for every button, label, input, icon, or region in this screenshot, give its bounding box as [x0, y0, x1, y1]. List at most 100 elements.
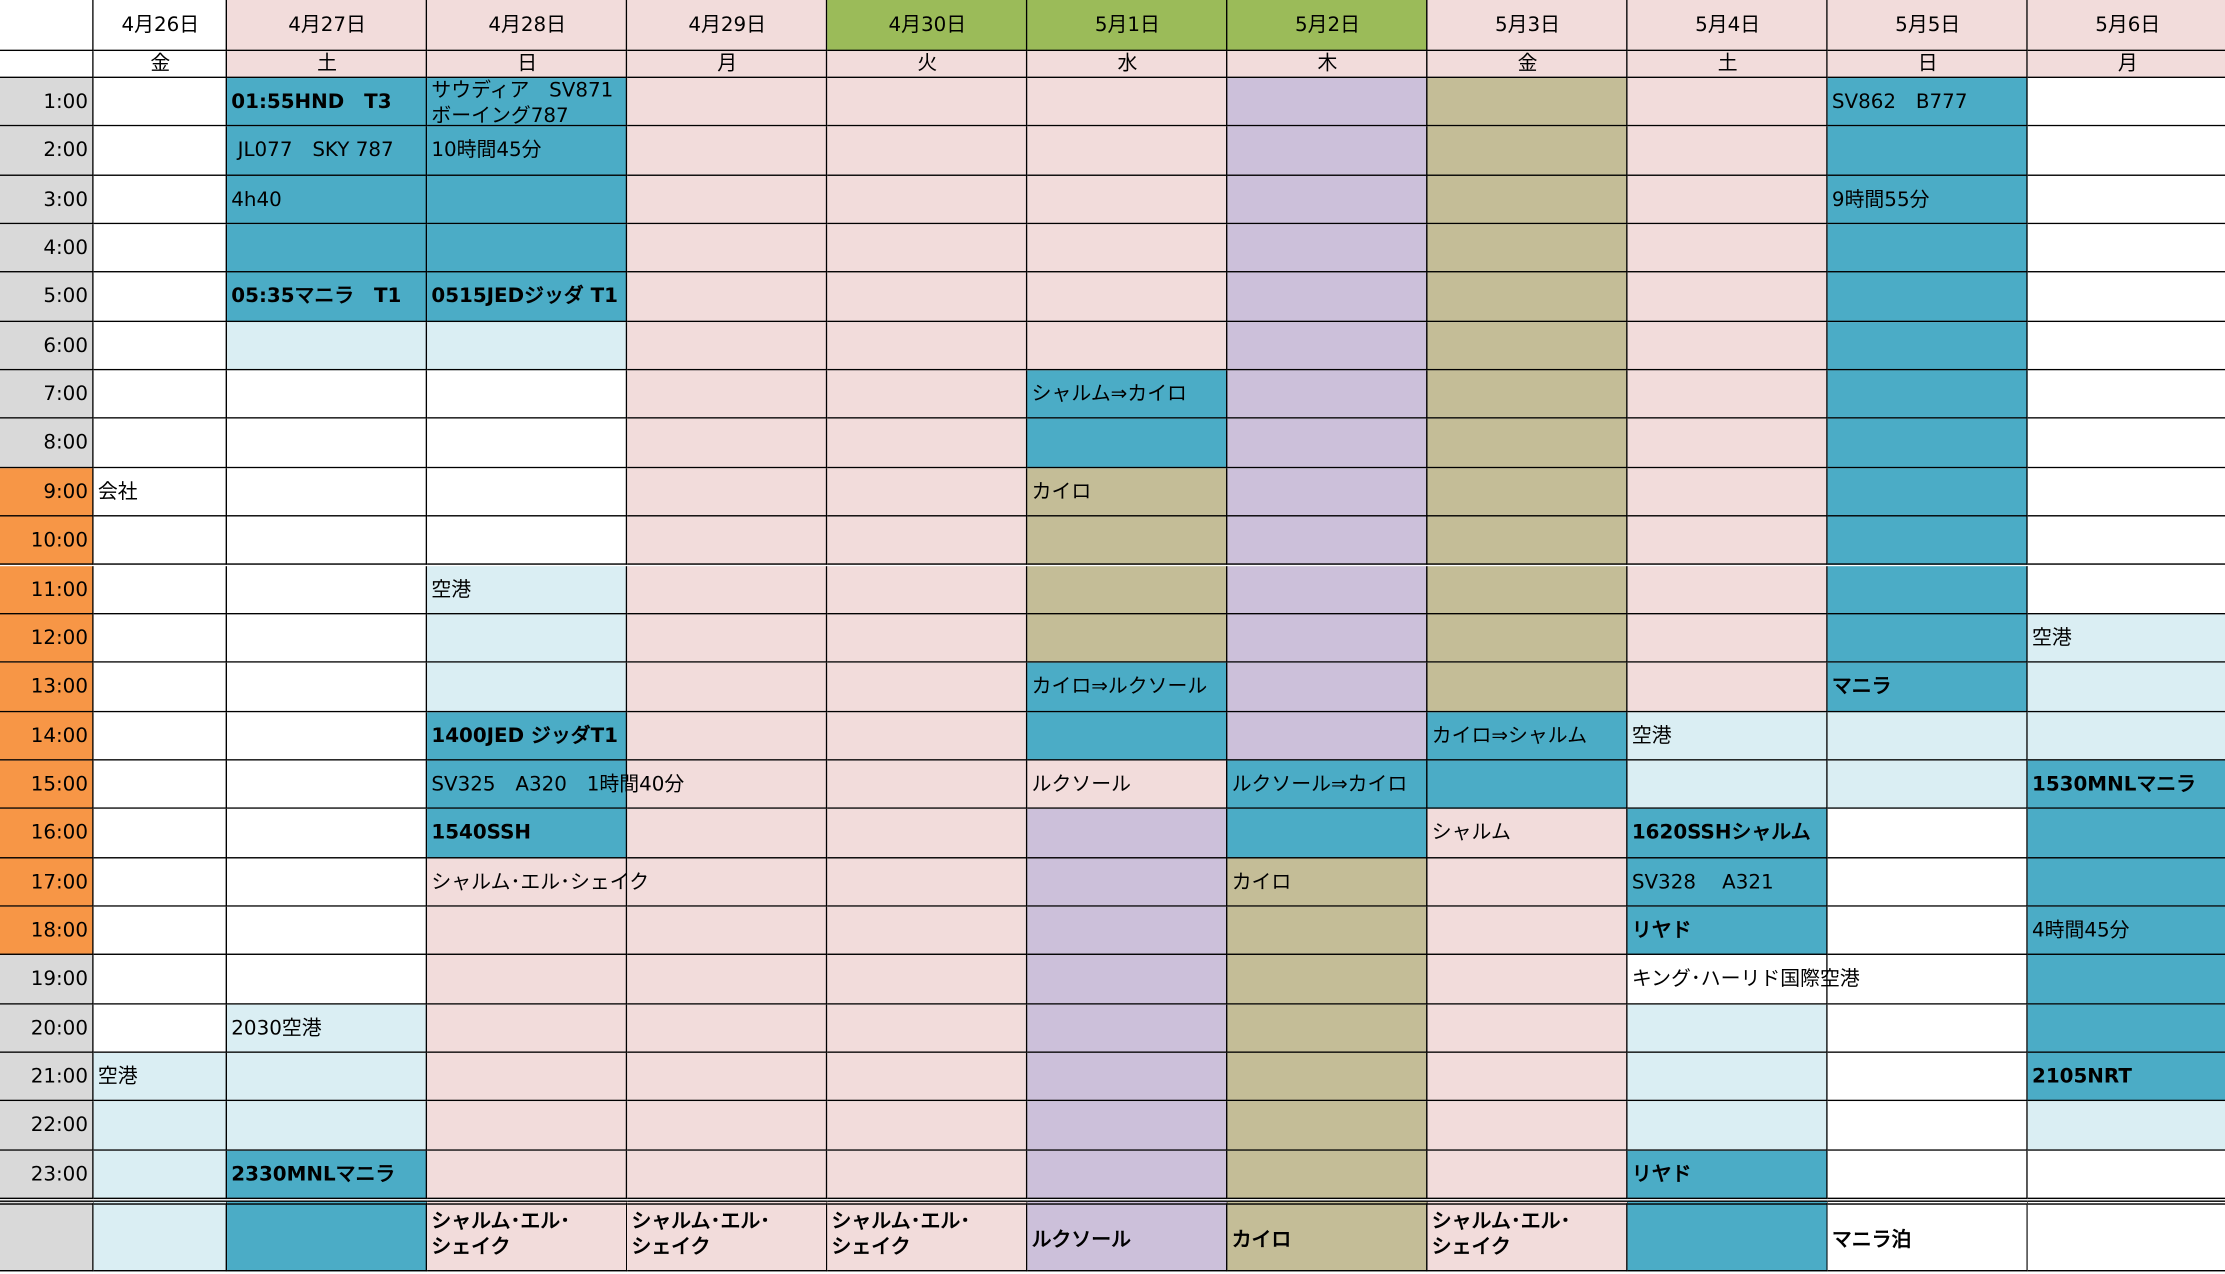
schedule-cell	[227, 175, 428, 225]
time-label: 17:00	[30, 870, 88, 894]
schedule-cell	[1827, 809, 2028, 858]
time-cell	[0, 760, 94, 810]
schedule-cell	[827, 321, 1028, 371]
weekday-header	[1827, 51, 2028, 79]
footer-text: シャルム･エル･ シェイク	[1431, 1210, 1571, 1259]
cell-text: マニラ	[1831, 675, 1892, 699]
time-cell	[0, 126, 94, 176]
time-label: 21:00	[30, 1065, 88, 1089]
schedule-cell	[427, 1004, 628, 1053]
cell-text: カイロ	[1231, 870, 1292, 894]
schedule-cell	[1427, 662, 1628, 712]
schedule-cell	[1827, 614, 2028, 663]
schedule-cell	[1427, 1052, 1628, 1102]
schedule-cell	[227, 1052, 428, 1102]
schedule-cell	[2027, 857, 2225, 907]
time-cell	[0, 78, 94, 127]
time-label: 13:00	[30, 675, 88, 699]
schedule-cell	[1027, 516, 1228, 566]
schedule-cell	[1827, 1101, 2028, 1151]
schedule-cell	[2027, 370, 2225, 420]
schedule-cell	[1827, 906, 2028, 956]
corner-cell	[0, 0, 94, 52]
footer-cell	[1827, 1200, 2028, 1272]
schedule-cell	[1227, 906, 1428, 956]
schedule-cell	[93, 857, 228, 907]
schedule-cell	[627, 516, 828, 566]
schedule-cell	[1627, 516, 1828, 566]
schedule-cell	[427, 1052, 628, 1102]
schedule-cell	[1227, 1052, 1428, 1102]
schedule-cell	[2027, 760, 2225, 810]
date-label: 4月29日	[688, 14, 767, 37]
time-cell	[0, 906, 94, 956]
schedule-cell	[227, 565, 428, 615]
footer-text: マニラ泊	[1831, 1228, 1912, 1252]
schedule-cell	[2027, 809, 2225, 858]
schedule-cell	[827, 467, 1028, 517]
time-label: 16:00	[30, 821, 88, 845]
schedule-cell	[93, 711, 228, 761]
schedule-cell	[2027, 1004, 2225, 1053]
schedule-cell	[1227, 321, 1428, 371]
schedule-cell	[627, 419, 828, 468]
schedule-cell	[2027, 126, 2225, 176]
cell-text: 空港	[431, 578, 472, 601]
schedule-cell	[2027, 78, 2225, 127]
footer-cell	[1627, 1200, 1828, 1272]
time-label: 2:00	[43, 139, 88, 163]
schedule-cell	[627, 175, 828, 225]
schedule-cell	[1027, 1101, 1228, 1151]
cell-text: 1400JED ジッダT1	[431, 724, 619, 748]
schedule-cell	[1227, 126, 1428, 176]
footer-cell	[827, 1200, 1028, 1272]
schedule-cell	[827, 565, 1028, 615]
weekday-label: 土	[317, 52, 338, 76]
schedule-cell	[227, 126, 428, 176]
cell-text: カイロ⇒ルクソール	[1031, 675, 1208, 699]
time-label: 1:00	[43, 90, 88, 114]
schedule-cell	[427, 809, 628, 858]
time-cell	[0, 419, 94, 468]
schedule-cell	[227, 273, 428, 322]
time-cell	[0, 1150, 94, 1200]
schedule-cell	[1227, 1004, 1428, 1053]
schedule-cell	[2027, 321, 2225, 371]
schedule-cell	[627, 809, 828, 858]
schedule-cell	[1027, 857, 1228, 907]
cell-text: シャルム	[1431, 821, 1511, 845]
schedule-cell	[1027, 906, 1228, 956]
schedule-cell	[427, 1150, 628, 1200]
time-label: 9:00	[43, 480, 88, 504]
time-cell	[0, 955, 94, 1005]
footer-cell	[227, 1200, 428, 1272]
cell-text: カイロ⇒シャルム	[1431, 724, 1588, 748]
schedule-cell	[1427, 857, 1628, 907]
cell-text: 2330MNLマニラ	[231, 1163, 396, 1186]
schedule-cell	[2027, 419, 2225, 468]
cell-text: SV328 A321	[1631, 870, 1774, 894]
schedule-cell	[1027, 467, 1228, 517]
schedule-cell	[427, 1101, 628, 1151]
schedule-cell	[1627, 565, 1828, 615]
time-label: 15:00	[30, 773, 88, 796]
schedule-cell	[427, 224, 628, 274]
schedule-cell	[2027, 906, 2225, 956]
schedule-cell	[1027, 419, 1228, 468]
schedule-cell	[227, 1004, 428, 1053]
weekday-header	[427, 51, 628, 79]
footer-text: シャルム･エル･ シェイク	[631, 1210, 771, 1259]
schedule-cell	[1427, 419, 1628, 468]
schedule-cell	[1627, 224, 1828, 274]
date-header	[1227, 0, 1428, 52]
schedule-cell	[1427, 1004, 1628, 1053]
footer-time-cell	[0, 1200, 94, 1272]
schedule-cell	[1827, 857, 2028, 907]
schedule-cell	[93, 955, 228, 1005]
cell-text: 9時間55分	[1831, 188, 1930, 211]
date-header	[1627, 0, 1828, 52]
footer-cell	[93, 1200, 228, 1272]
schedule-cell	[227, 906, 428, 956]
schedule-cell	[827, 760, 1028, 810]
schedule-cell	[2027, 565, 2225, 615]
